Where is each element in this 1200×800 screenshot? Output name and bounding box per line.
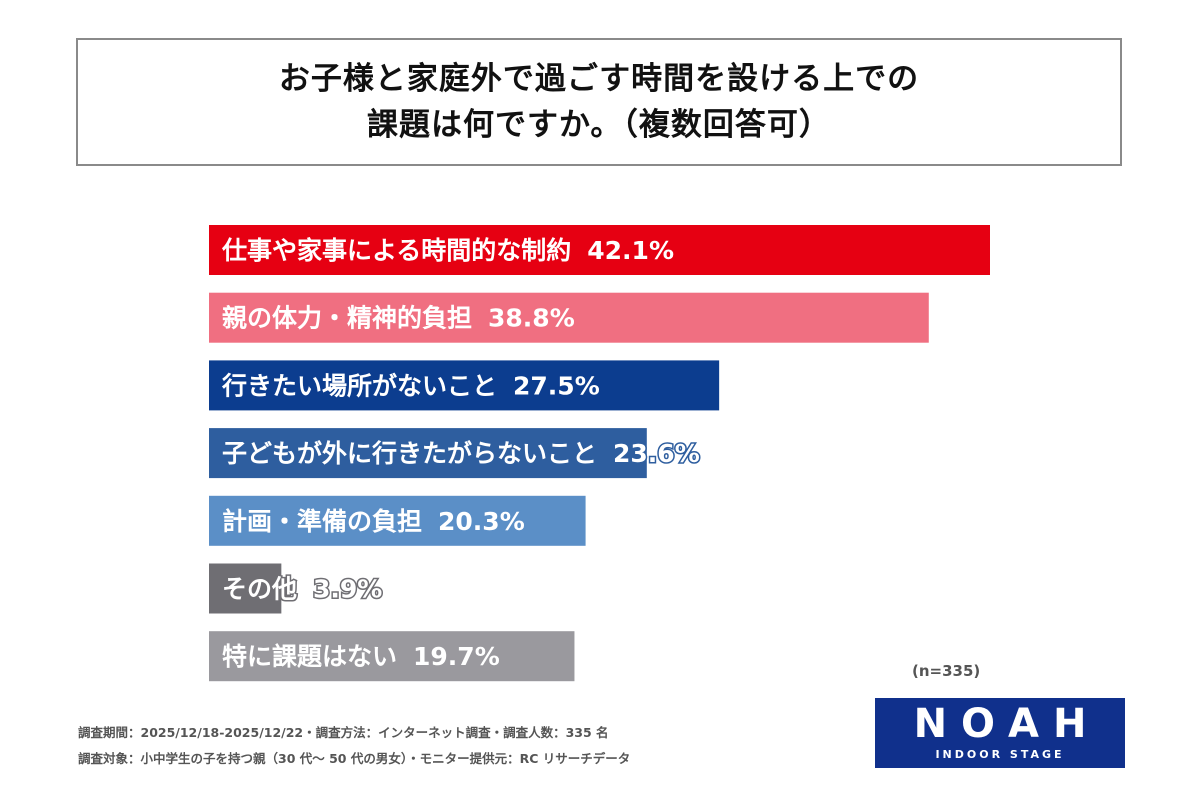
bar-label-0: 仕事や家事による時間的な制約 42.1%: [221, 236, 674, 265]
bar-0: [209, 225, 990, 275]
value-label-6: 19.7%: [413, 642, 500, 671]
bar-label-1: 親の体力・精神的負担 38.8%: [222, 304, 575, 333]
category-label-0: 仕事や家事による時間的な制約: [221, 236, 571, 265]
category-label-5: その他: [222, 575, 297, 604]
bar-label-5: その他 3.9%: [222, 575, 382, 604]
chart-title-box: お子様と家庭外で過ごす時間を設ける上での 課題は何ですか。（複数回答可）: [76, 38, 1122, 166]
logo-wordmark: NOAH: [913, 701, 1101, 747]
chart-title-line-2: 課題は何ですか。（複数回答可）: [367, 107, 831, 143]
survey-footnote-1: 調査期間：2025/12/18-2025/12/22・調査方法：インターネット調…: [78, 725, 609, 740]
noah-logo: NOAH INDOOR STAGE: [875, 698, 1125, 768]
bar-6: [209, 631, 575, 682]
bar-label-2: 行きたい場所がないこと 27.5%: [221, 371, 600, 400]
value-label-1: 38.8%: [488, 304, 575, 333]
logo-subtitle: INDOOR STAGE: [935, 748, 1065, 761]
sample-size-label: (n=335): [912, 662, 981, 680]
value-label-5: 3.9%: [313, 575, 382, 604]
value-label-3: 23.6%: [613, 439, 700, 468]
bar-4: [209, 495, 586, 546]
bar-label-4: 計画・準備の負担 20.3%: [222, 507, 525, 536]
category-label-2: 行きたい場所がないこと: [221, 371, 497, 400]
bar-5: [209, 563, 282, 614]
value-label-0: 42.1%: [587, 236, 674, 265]
bar-label-3: 子どもが外に行きたがらないこと 23.6%: [222, 439, 700, 468]
category-label-4: 計画・準備の負担: [222, 507, 422, 536]
category-label-1: 親の体力・精神的負担: [222, 304, 472, 333]
category-label-6: 特に課題はない: [222, 642, 397, 671]
bar-2: [209, 360, 720, 411]
category-label-3: 子どもが外に行きたがらないこと: [222, 439, 597, 468]
chart-title-line-1: お子様と家庭外で過ごす時間を設ける上での: [278, 61, 920, 97]
bar-1: [209, 292, 929, 343]
bar-chart: 仕事や家事による時間的な制約 42.1% 親の体力・精神的負担 38.8% 行きたい場所…: [209, 225, 990, 682]
value-label-4: 20.3%: [438, 507, 525, 536]
value-label-2: 27.5%: [513, 371, 600, 400]
bar-label-6: 特に課題はない 19.7%: [222, 642, 500, 671]
survey-footnote-2: 調査対象：小中学生の子を持つ親（30 代～ 50 代の男女）・モニター提供元：R…: [78, 751, 631, 766]
bar-3: [209, 428, 647, 479]
